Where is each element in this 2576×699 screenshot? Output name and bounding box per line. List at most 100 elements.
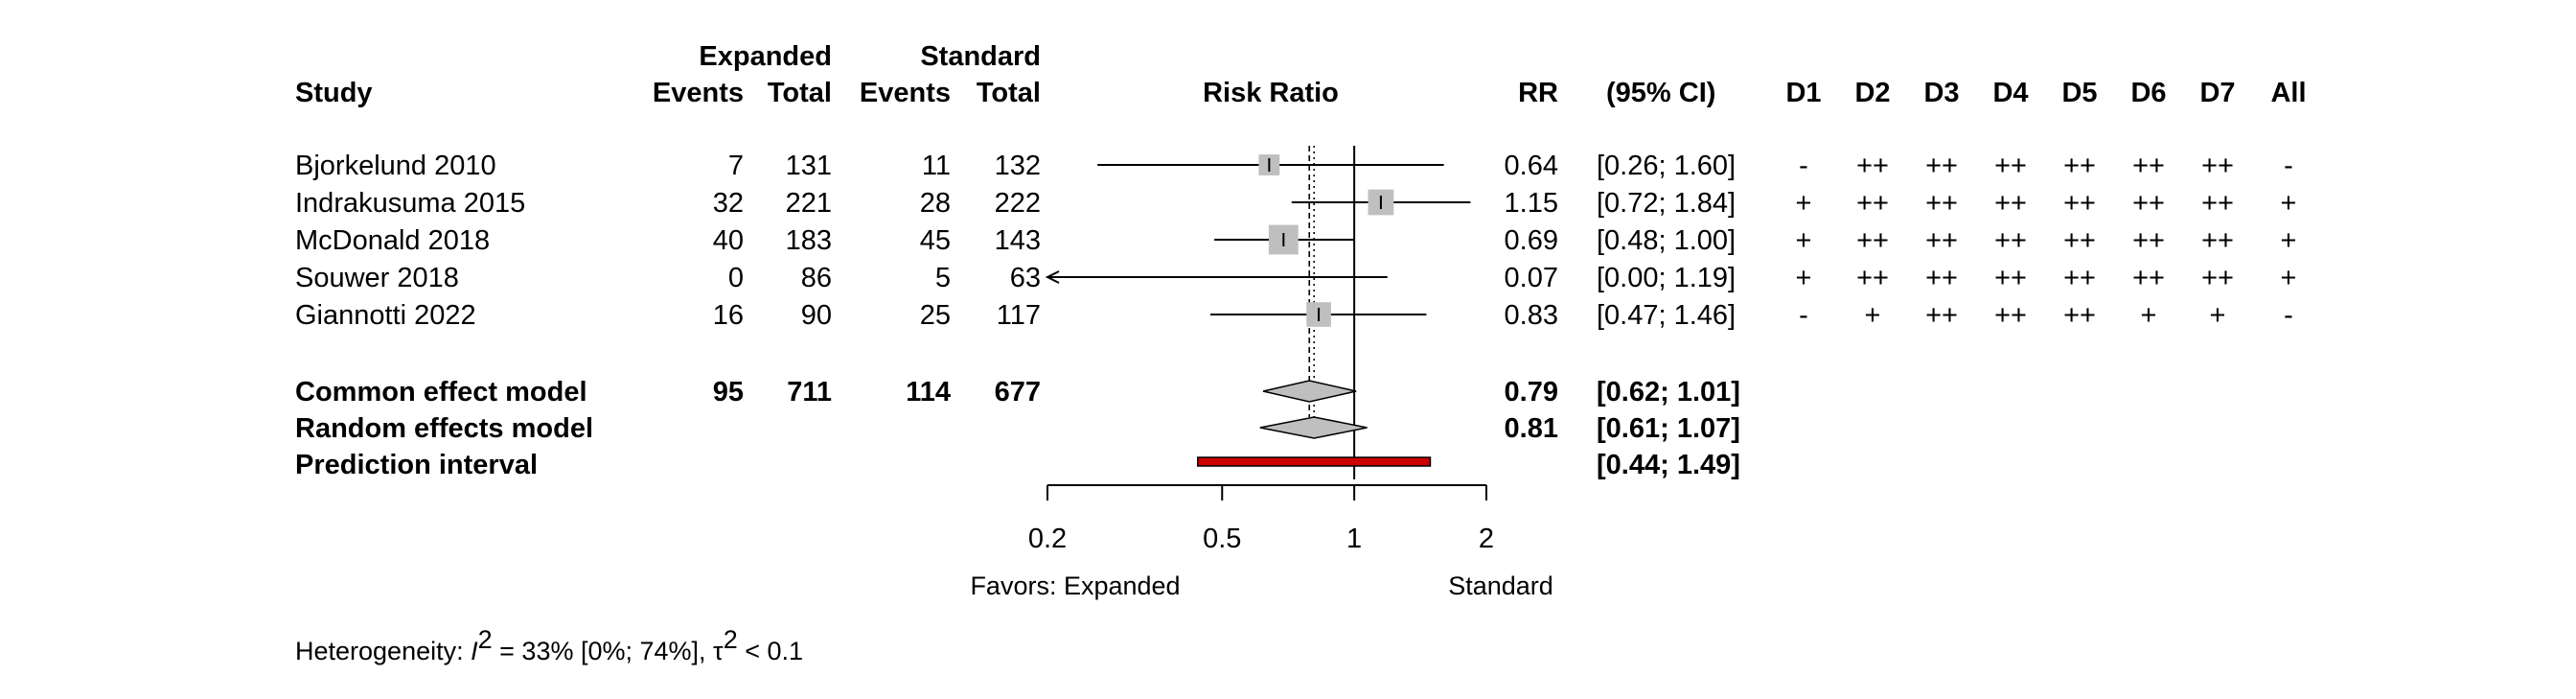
- favors-left-label: Favors: Expanded: [970, 571, 1180, 600]
- domain-header-all: All: [2270, 78, 2306, 108]
- rob-judgement-d5: ++: [2063, 300, 2096, 331]
- favors-right-label: Standard: [1448, 571, 1553, 600]
- study-events1: 7: [728, 151, 744, 181]
- rob-judgement-d6: ++: [2132, 225, 2165, 256]
- study-rr: 0.69: [1505, 225, 1558, 256]
- plot-marks: 0.2 0.5 1 2: [1028, 146, 1494, 554]
- study-events2: 28: [920, 188, 951, 219]
- rob-judgement-d5: ++: [2063, 225, 2096, 256]
- rob-judgement-all: -: [2284, 151, 2293, 181]
- events2-header: Events: [860, 78, 951, 108]
- rob-judgement-d4: ++: [1994, 151, 2027, 181]
- study-total1: 131: [786, 151, 832, 181]
- study-events1: 32: [713, 188, 744, 219]
- tau-value: < 0.1: [738, 637, 803, 665]
- study-events1: 16: [713, 300, 744, 331]
- total1-header: Total: [768, 78, 832, 108]
- study-name: Bjorkelund 2010: [295, 151, 496, 181]
- common-effect-label: Common effect model: [295, 377, 587, 408]
- rob-judgement-d2: ++: [1856, 151, 1889, 181]
- rob-judgement-d1: +: [1796, 263, 1812, 293]
- prediction-interval-label: Prediction interval: [295, 450, 538, 480]
- rob-judgement-d7: ++: [2201, 263, 2234, 293]
- group2-header: Standard: [920, 41, 1041, 72]
- study-rr: 0.07: [1505, 263, 1558, 293]
- rob-judgement-d4: ++: [1994, 300, 2027, 331]
- rr-header: RR: [1518, 78, 1558, 108]
- rob-judgement-d5: ++: [2063, 188, 2096, 219]
- rob-judgement-d1: -: [1799, 151, 1808, 181]
- study-ci: [0.00; 1.19]: [1597, 263, 1736, 293]
- rob-judgement-d6: ++: [2132, 263, 2165, 293]
- rob-judgement-d6: ++: [2132, 188, 2165, 219]
- study-total1: 86: [801, 263, 832, 293]
- prediction-ci: [0.44; 1.49]: [1597, 450, 1740, 480]
- study-name: Souwer 2018: [295, 263, 459, 293]
- rob-judgement-d1: -: [1799, 300, 1808, 331]
- random-effects-label: Random effects model: [295, 413, 593, 444]
- study-total2: 117: [997, 300, 1041, 331]
- study-total1: 183: [786, 225, 832, 256]
- ci-arrow-left-icon: [1045, 270, 1060, 284]
- x-axis-tick-label: 0.5: [1203, 524, 1241, 554]
- rob-judgement-d1: +: [1796, 225, 1812, 256]
- rob-judgement-d2: +: [1865, 300, 1881, 331]
- common-total2: 677: [995, 377, 1041, 408]
- rob-judgement-d3: ++: [1925, 300, 1958, 331]
- rob-judgement-d6: +: [2141, 300, 2157, 331]
- study-events1: 0: [728, 263, 744, 293]
- study-total1: 90: [801, 300, 832, 331]
- domain-header-d1: D1: [1785, 78, 1821, 108]
- common-events1: 95: [713, 377, 744, 408]
- plot-header: Risk Ratio: [1203, 78, 1339, 108]
- study-rr: 0.64: [1505, 151, 1558, 181]
- events1-header: Events: [653, 78, 744, 108]
- study-rr: 1.15: [1505, 188, 1558, 219]
- rob-judgement-all: +: [2281, 188, 2297, 219]
- rob-judgement-d2: ++: [1856, 225, 1889, 256]
- tau-symbol: τ: [713, 637, 724, 665]
- rob-judgement-d7: +: [2210, 300, 2226, 331]
- rob-judgement-d3: ++: [1925, 188, 1958, 219]
- rob-judgement-all: +: [2281, 225, 2297, 256]
- heterogeneity-prefix: Heterogeneity:: [295, 637, 471, 665]
- study-events1: 40: [713, 225, 744, 256]
- rob-judgement-d6: ++: [2132, 151, 2165, 181]
- study-ci: [0.48; 1.00]: [1597, 225, 1736, 256]
- i-squared-symbol: I: [471, 637, 478, 665]
- rob-judgement-d3: ++: [1925, 263, 1958, 293]
- domain-header-d5: D5: [2061, 78, 2097, 108]
- study-ci: [0.47; 1.46]: [1597, 300, 1736, 331]
- prediction-interval-bar: [1197, 456, 1432, 467]
- rob-judgement-d4: ++: [1994, 263, 2027, 293]
- rob-judgement-d1: +: [1796, 188, 1812, 219]
- x-axis-tick-label: 2: [1479, 524, 1494, 554]
- rob-judgement-d2: ++: [1856, 188, 1889, 219]
- domain-header-d6: D6: [2130, 78, 2166, 108]
- domain-header-d3: D3: [1923, 78, 1959, 108]
- study-total2: 143: [995, 225, 1041, 256]
- rob-judgement-d7: ++: [2201, 188, 2234, 219]
- study-name: McDonald 2018: [295, 225, 490, 256]
- study-total2: 63: [1010, 263, 1041, 293]
- study-ci: [0.72; 1.84]: [1597, 188, 1736, 219]
- x-axis-tick-label: 0.2: [1028, 524, 1067, 554]
- rob-judgement-d4: ++: [1994, 225, 2027, 256]
- common-total1: 711: [787, 377, 832, 408]
- total2-header: Total: [977, 78, 1041, 108]
- study-total2: 222: [995, 188, 1041, 219]
- domain-header-d2: D2: [1854, 78, 1890, 108]
- rob-judgement-all: +: [2281, 263, 2297, 293]
- rob-judgement-d7: ++: [2201, 151, 2234, 181]
- common-rr: 0.79: [1505, 377, 1558, 408]
- rob-judgement-d3: ++: [1925, 151, 1958, 181]
- i-squared-superscript: 2: [478, 625, 493, 654]
- rob-judgement-all: -: [2284, 300, 2293, 331]
- tau-superscript: 2: [724, 625, 738, 654]
- rob-judgement-d5: ++: [2063, 263, 2096, 293]
- random-ci: [0.61; 1.07]: [1597, 413, 1740, 444]
- common-effect-diamond: [1262, 380, 1357, 403]
- ci-header: (95% CI): [1606, 78, 1715, 108]
- study-events2: 5: [935, 263, 951, 293]
- study-total2: 132: [995, 151, 1041, 181]
